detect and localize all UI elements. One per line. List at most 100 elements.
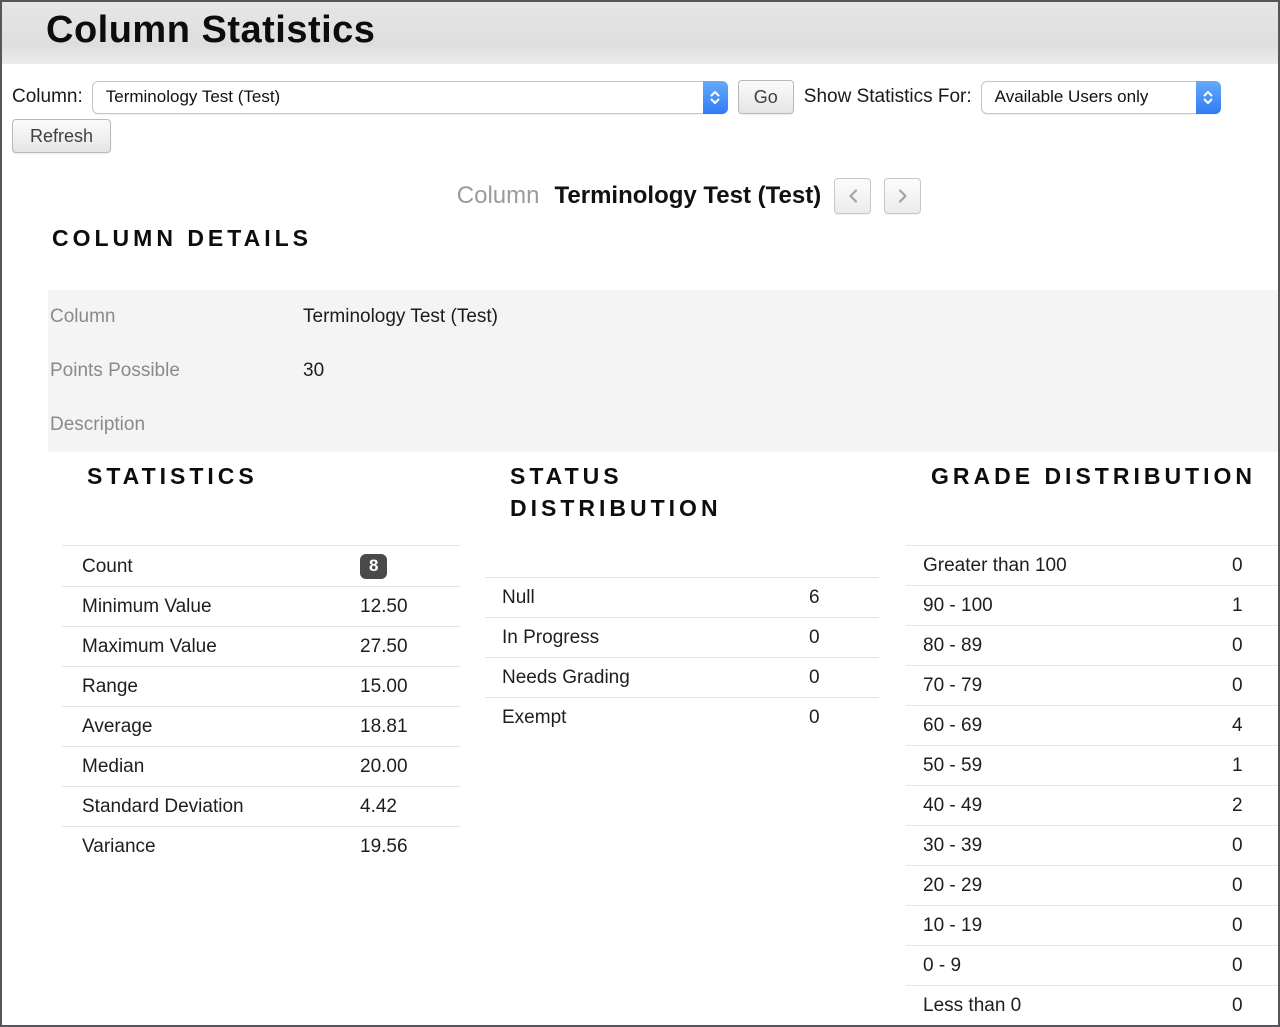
previous-column-button[interactable] [834, 178, 872, 214]
grade-distribution-heading: GRADE DISTRIBUTION [931, 463, 1256, 489]
table-row: 20 - 29 0 [906, 865, 1278, 906]
grade-range-value: 0 [1232, 995, 1243, 1016]
page-header: Column Statistics [2, 2, 1278, 64]
column-title-name: Terminology Test (Test) [554, 182, 822, 209]
grade-range-value: 0 [1232, 955, 1243, 976]
table-row: Needs Grading 0 [485, 657, 879, 698]
stat-label: Median [82, 756, 145, 777]
status-value: 6 [809, 587, 820, 608]
grade-range-label: 40 - 49 [923, 795, 983, 816]
column-details-panel: Column Terminology Test (Test) Points Po… [48, 290, 1278, 452]
table-row: Standard Deviation 4.42 [62, 786, 460, 827]
details-row: Description [48, 398, 1278, 452]
show-statistics-select[interactable]: Available Users only [980, 80, 1221, 114]
stat-label: Maximum Value [82, 636, 217, 657]
grade-range-label: Less than 0 [923, 995, 1022, 1016]
status-value: 0 [809, 627, 820, 648]
status-label: Needs Grading [502, 667, 630, 688]
table-row: 90 - 100 1 [906, 585, 1278, 626]
status-distribution-heading: STATUS DISTRIBUTION [510, 463, 722, 521]
stat-value: 15.00 [360, 676, 408, 697]
status-distribution-table: Null 6 In Progress 0 Needs Grading 0 [485, 577, 879, 737]
grade-range-value: 0 [1232, 875, 1243, 896]
status-value: 0 [809, 667, 820, 688]
refresh-button[interactable]: Refresh [12, 119, 112, 153]
grade-range-label: 90 - 100 [923, 595, 993, 616]
stat-label: Count [82, 555, 133, 577]
grade-range-value: 0 [1232, 675, 1243, 696]
table-row: Variance 19.56 [62, 826, 460, 867]
table-row: Average 18.81 [62, 706, 460, 747]
stat-label: Standard Deviation [82, 796, 244, 817]
table-row: Count 8 [62, 545, 460, 587]
details-label: Column [50, 306, 116, 327]
stat-value: 4.42 [360, 796, 397, 817]
details-row: Points Possible 30 [48, 344, 1278, 398]
table-row: 10 - 19 0 [906, 905, 1278, 946]
table-row: Greater than 100 0 [906, 545, 1278, 586]
grade-range-label: 60 - 69 [923, 715, 983, 736]
select-arrows-icon [1195, 80, 1221, 114]
column-select-value: Terminology Test (Test) [105, 87, 281, 106]
stat-value: 27.50 [360, 636, 408, 657]
grade-range-value: 1 [1232, 595, 1243, 616]
chevron-left-icon [849, 189, 857, 203]
stat-value: 19.56 [360, 836, 408, 857]
go-button[interactable]: Go [737, 80, 794, 114]
table-row: Null 6 [485, 577, 879, 618]
details-value: Terminology Test (Test) [303, 306, 498, 327]
details-label: Description [50, 414, 146, 435]
table-row: Minimum Value 12.50 [62, 586, 460, 627]
statistics-heading: STATISTICS [87, 463, 258, 489]
stat-label: Average [82, 716, 153, 737]
table-row: Maximum Value 27.50 [62, 626, 460, 667]
stat-label: Range [82, 676, 138, 697]
table-row: 60 - 69 4 [906, 705, 1278, 746]
details-label: Points Possible [50, 360, 180, 381]
page-title: Column Statistics [46, 9, 376, 51]
table-row: 30 - 39 0 [906, 825, 1278, 866]
table-row: 40 - 49 2 [906, 785, 1278, 826]
chevron-right-icon [898, 189, 907, 203]
show-statistics-label: Show Statistics For: [803, 86, 972, 107]
details-row: Column Terminology Test (Test) [48, 290, 1278, 344]
table-row: In Progress 0 [485, 617, 879, 658]
table-row: 50 - 59 1 [906, 745, 1278, 786]
grade-range-label: 0 - 9 [923, 955, 962, 976]
table-row: 80 - 89 0 [906, 625, 1278, 666]
distribution-tables: STATISTICS Count 8 Minimum Value 12.50 [2, 460, 1278, 1025]
table-row: 0 - 9 0 [906, 945, 1278, 986]
details-value: 30 [303, 360, 325, 381]
grade-range-label: 20 - 29 [923, 875, 983, 896]
grade-range-label: 80 - 89 [923, 635, 983, 656]
stat-value: 20.00 [360, 756, 408, 777]
status-value: 0 [809, 707, 820, 728]
stat-value: 12.50 [360, 596, 408, 617]
table-row: 70 - 79 0 [906, 665, 1278, 706]
grade-range-value: 0 [1232, 835, 1243, 856]
grade-range-label: 50 - 59 [923, 755, 983, 776]
stat-label: Minimum Value [82, 596, 212, 617]
status-label: Exempt [502, 707, 567, 728]
grade-range-value: 2 [1232, 795, 1243, 816]
grade-distribution-section: GRADE DISTRIBUTION Greater than 100 0 90… [906, 460, 1278, 1025]
grade-range-label: Greater than 100 [923, 555, 1067, 576]
statistics-section: STATISTICS Count 8 Minimum Value 12.50 [62, 460, 460, 866]
show-statistics-value: Available Users only [994, 87, 1149, 106]
grade-range-label: 30 - 39 [923, 835, 983, 856]
column-title-prefix: Column [456, 182, 540, 209]
stat-label: Variance [82, 836, 156, 857]
grade-range-value: 1 [1232, 755, 1243, 776]
column-title-row: Column Terminology Test (Test) [2, 178, 1278, 214]
grade-range-value: 0 [1232, 555, 1243, 576]
next-column-button[interactable] [884, 178, 922, 214]
column-select-label: Column: [12, 86, 83, 107]
grade-range-value: 4 [1232, 715, 1243, 736]
count-badge: 8 [360, 554, 388, 579]
status-distribution-section: STATUS DISTRIBUTION Null 6 In Progress 0 [485, 460, 879, 737]
table-row: Exempt 0 [485, 697, 879, 738]
table-row: Median 20.00 [62, 746, 460, 787]
column-details-heading: COLUMN DETAILS [52, 225, 313, 251]
column-select[interactable]: Terminology Test (Test) [91, 80, 728, 114]
